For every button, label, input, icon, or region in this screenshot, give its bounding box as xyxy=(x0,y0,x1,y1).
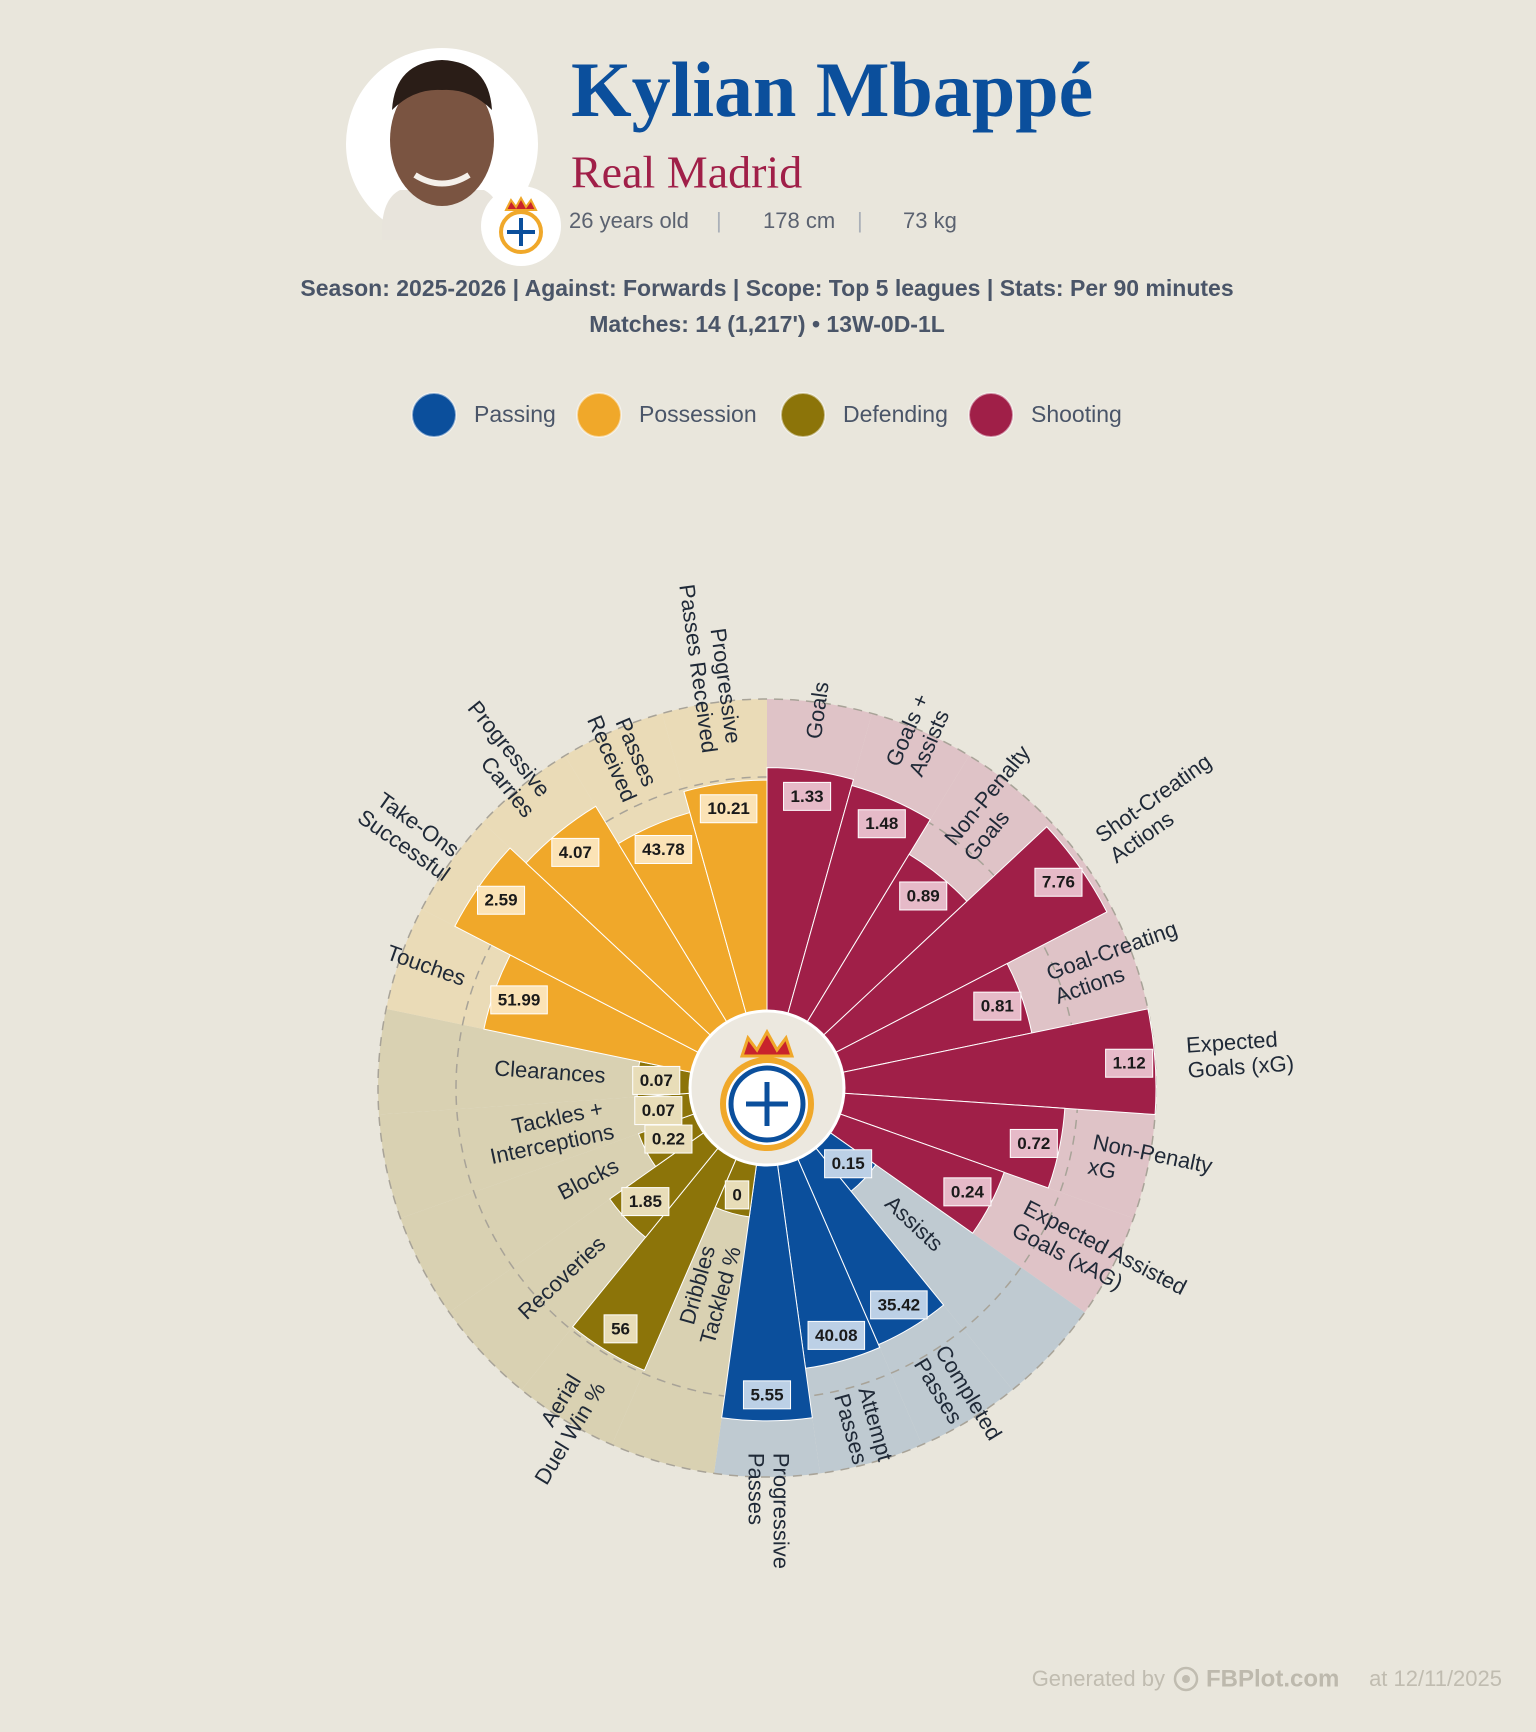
value-box xyxy=(634,1096,683,1126)
value-box xyxy=(476,885,526,915)
value-box xyxy=(551,837,600,867)
value-box xyxy=(807,1320,866,1350)
value-label: 0.15 xyxy=(832,1154,865,1173)
footer-prefix: Generated by xyxy=(1032,1666,1165,1691)
value-label: 43.78 xyxy=(642,840,685,859)
value-box xyxy=(1105,1048,1154,1078)
category-label-line: Passes xyxy=(744,1453,769,1525)
legend-swatch xyxy=(780,392,826,438)
slice-background xyxy=(400,1113,705,1313)
slice-background xyxy=(612,1158,757,1474)
category-label-line: xG xyxy=(1086,1154,1119,1184)
value-label: 0.07 xyxy=(642,1101,675,1120)
value-label: 0 xyxy=(732,1185,741,1204)
value-label: 51.99 xyxy=(498,990,541,1009)
player-name: Kylian Mbappé xyxy=(571,46,1093,133)
value-label: 0.22 xyxy=(652,1130,685,1149)
plot xyxy=(377,698,1157,1478)
value-box xyxy=(870,1290,928,1320)
value-label: 1.85 xyxy=(629,1192,662,1211)
legend-label: Possession xyxy=(639,401,757,427)
value-label: 56 xyxy=(611,1319,630,1338)
value-label: 7.76 xyxy=(1042,873,1075,892)
legend-label: Shooting xyxy=(1031,401,1122,427)
separator: | xyxy=(857,208,863,233)
footer-brand: FBPlot.com xyxy=(1206,1665,1339,1692)
value-box xyxy=(699,794,758,824)
legend: Passing Possession Defending Shooting xyxy=(411,392,1122,438)
value-box xyxy=(644,1124,693,1154)
legend-label: Passing xyxy=(474,401,556,427)
value-box xyxy=(724,1180,750,1210)
slice-background xyxy=(815,1132,1085,1390)
value-box xyxy=(634,834,693,864)
value-box xyxy=(742,1380,792,1410)
footer: Generated by FBPlot.com at 12/11/2025 xyxy=(1032,1665,1502,1692)
value-label: 0.24 xyxy=(951,1182,985,1201)
player-weight: 73 kg xyxy=(903,208,957,233)
value-label: 0.89 xyxy=(907,886,940,905)
value-label: 5.55 xyxy=(750,1385,783,1404)
value-box xyxy=(632,1065,681,1095)
value-label: 1.33 xyxy=(791,787,824,806)
value-box xyxy=(899,881,948,911)
value-label: 1.12 xyxy=(1113,1054,1146,1073)
player-photo xyxy=(346,48,538,240)
separator: | xyxy=(716,208,722,233)
legend-label: Defending xyxy=(843,401,948,427)
value-label: 1.48 xyxy=(865,814,898,833)
value-label: 2.59 xyxy=(484,891,517,910)
legend-swatch xyxy=(576,392,622,438)
value-label: 10.21 xyxy=(707,799,750,818)
value-box xyxy=(943,1177,992,1207)
legend-swatch xyxy=(968,392,1014,438)
player-age: 26 years old xyxy=(569,208,689,233)
player-height: 178 cm xyxy=(763,208,835,233)
legend-swatch xyxy=(411,392,457,438)
value-box xyxy=(1009,1128,1058,1158)
category-label: Progressive Passes xyxy=(744,1453,794,1575)
value-label: 4.07 xyxy=(559,843,592,862)
value-box xyxy=(783,781,832,811)
team-name: Real Madrid xyxy=(571,147,802,198)
value-label: 0.81 xyxy=(981,997,1014,1016)
value-box xyxy=(973,991,1022,1021)
footer-date: at 12/11/2025 xyxy=(1369,1666,1502,1691)
value-label: 35.42 xyxy=(878,1295,921,1314)
value-label: 0.07 xyxy=(640,1071,673,1090)
value-box xyxy=(490,985,548,1015)
value-box xyxy=(824,1149,873,1179)
season-line: Season: 2025-2026 | Against: Forwards | … xyxy=(300,275,1233,301)
club-badge xyxy=(481,186,561,266)
slice-background xyxy=(378,1093,695,1219)
matches-line: Matches: 14 (1,217') • 13W-0D-1L xyxy=(589,311,945,337)
value-box xyxy=(1034,867,1083,897)
value-box xyxy=(603,1314,638,1344)
value-box xyxy=(857,809,906,839)
value-box xyxy=(621,1187,670,1217)
value-label: 40.08 xyxy=(815,1326,858,1345)
center-logo xyxy=(688,1009,846,1167)
category-label: Expected Goals (xG) xyxy=(1185,1025,1295,1082)
value-label: 0.72 xyxy=(1017,1134,1050,1153)
category-label-line: Progressive xyxy=(769,1453,794,1575)
